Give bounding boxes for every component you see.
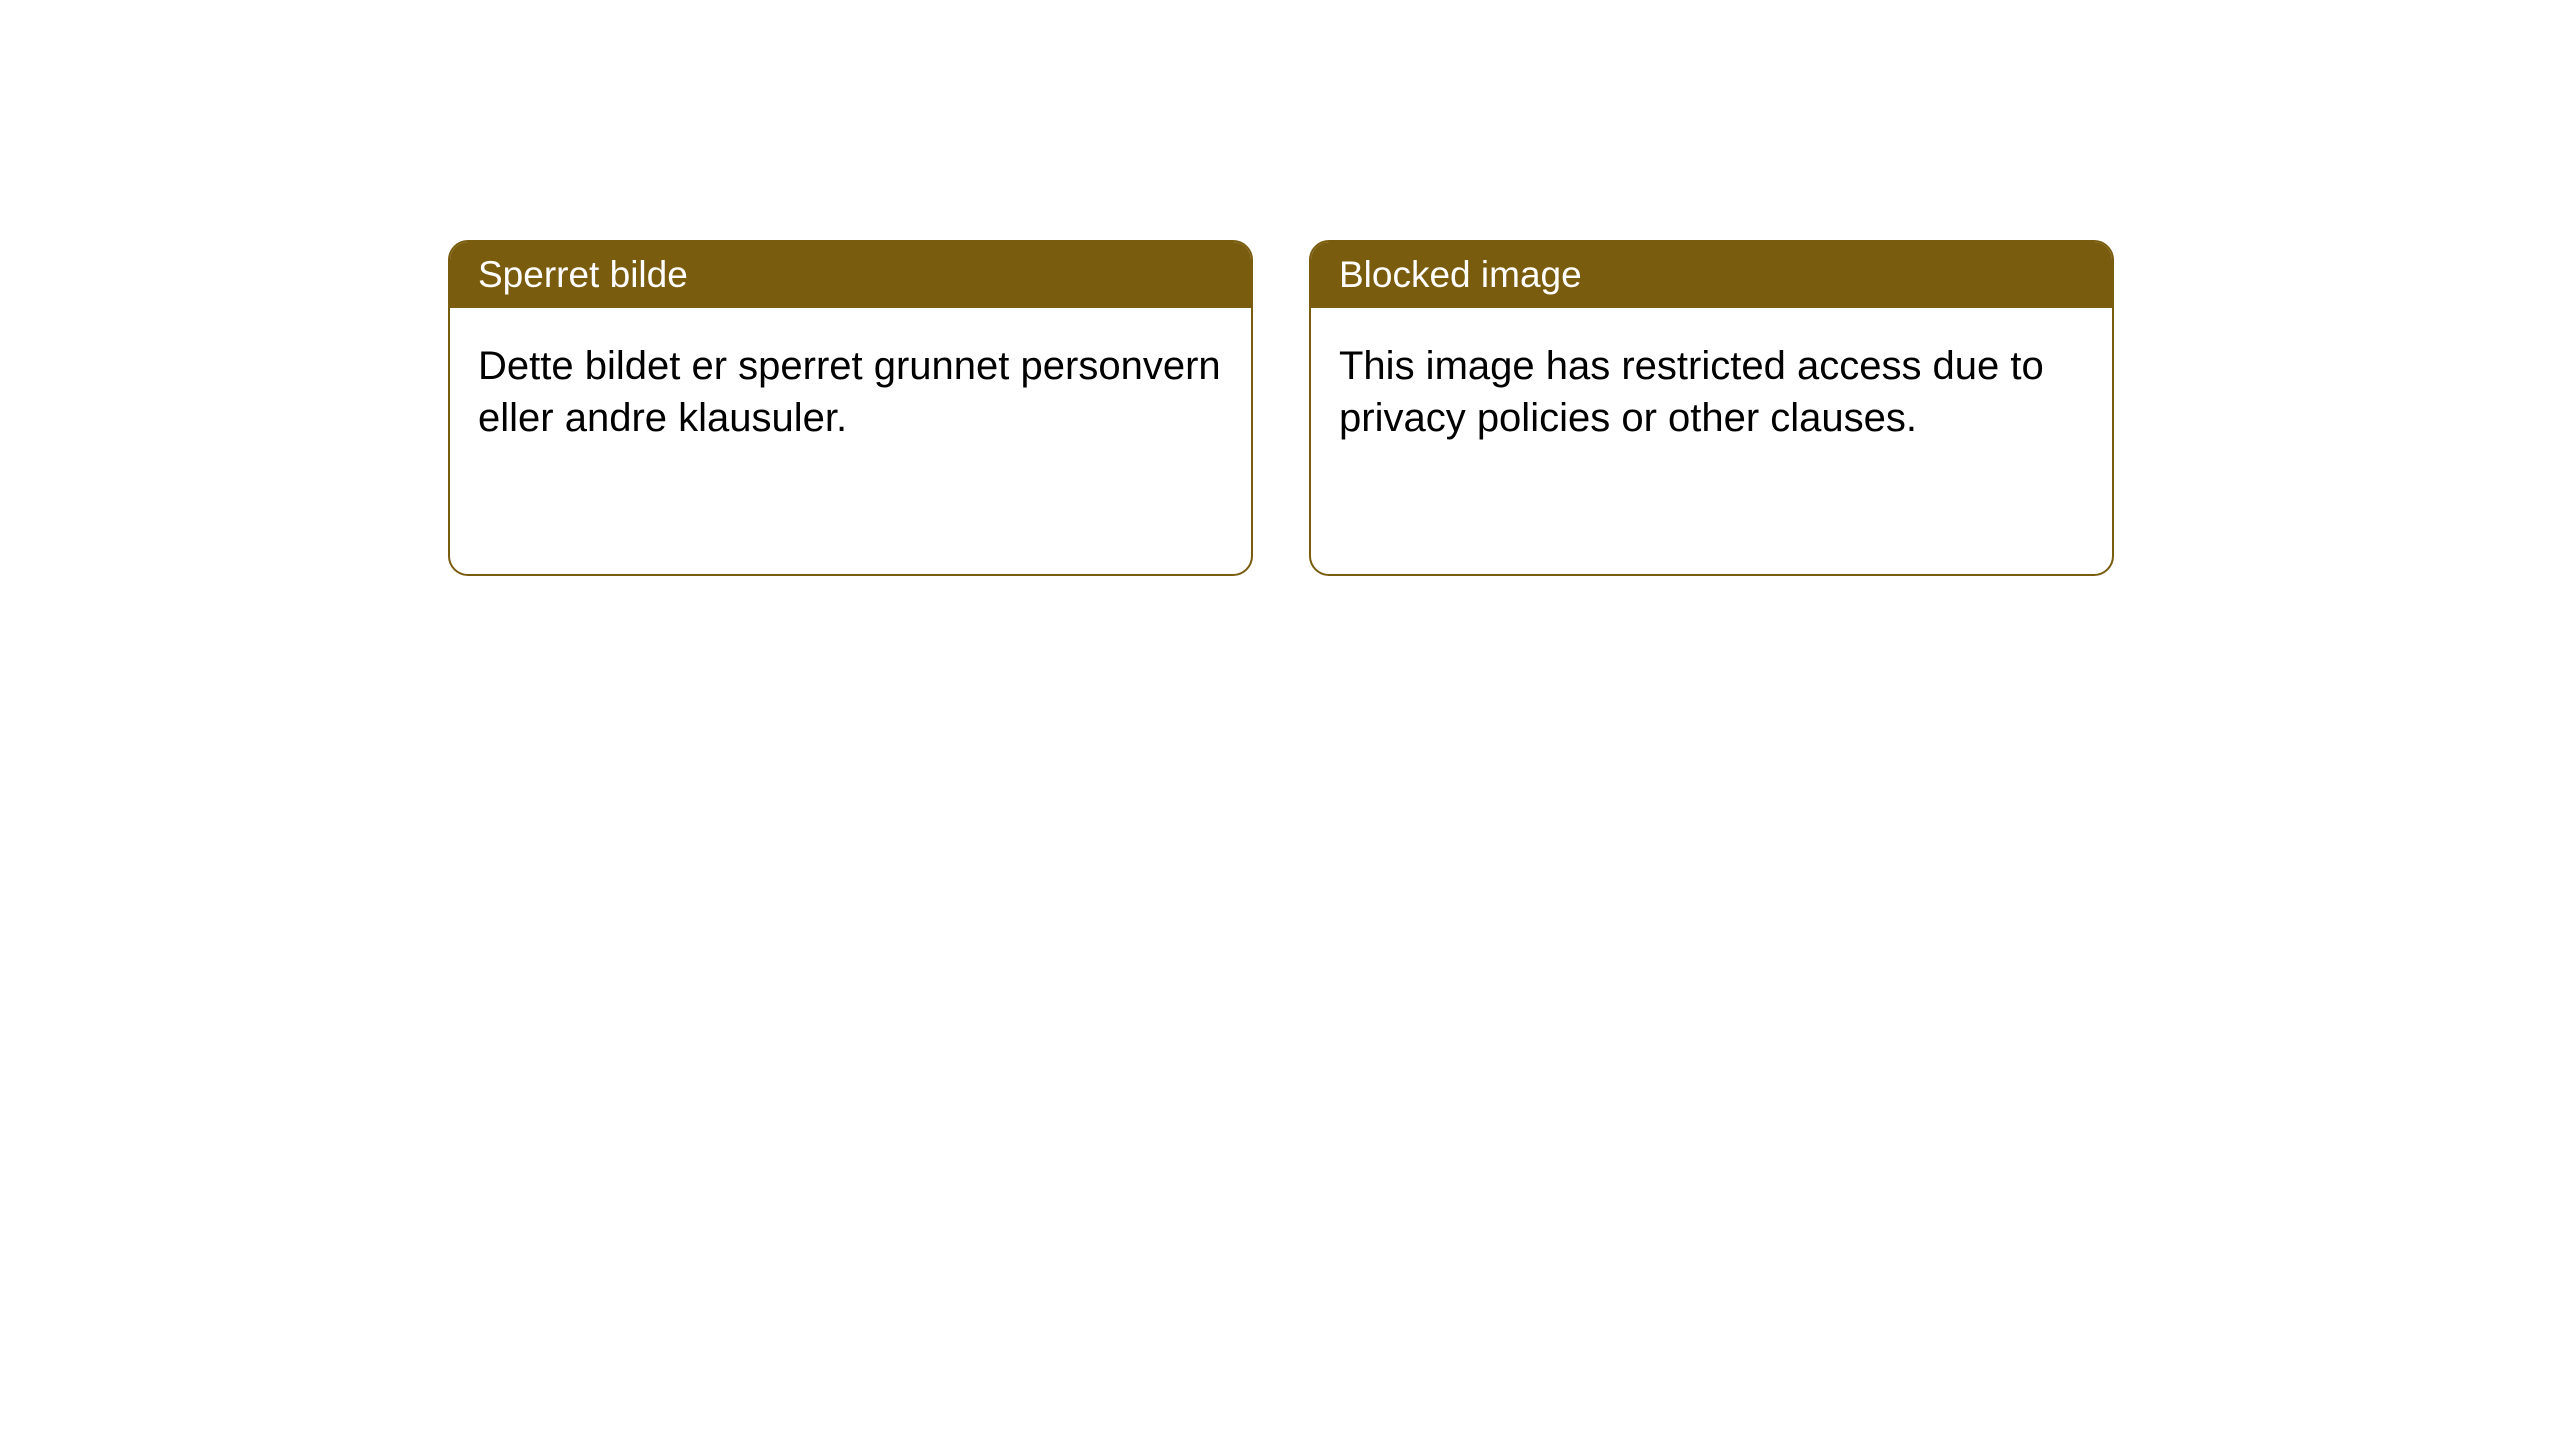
notice-body-english: This image has restricted access due to … xyxy=(1311,308,2112,476)
notice-box-english: Blocked image This image has restricted … xyxy=(1309,240,2114,576)
notice-box-norwegian: Sperret bilde Dette bildet er sperret gr… xyxy=(448,240,1253,576)
notice-header-norwegian: Sperret bilde xyxy=(450,242,1251,308)
notice-container: Sperret bilde Dette bildet er sperret gr… xyxy=(0,0,2560,576)
notice-header-english: Blocked image xyxy=(1311,242,2112,308)
notice-body-norwegian: Dette bildet er sperret grunnet personve… xyxy=(450,308,1251,476)
